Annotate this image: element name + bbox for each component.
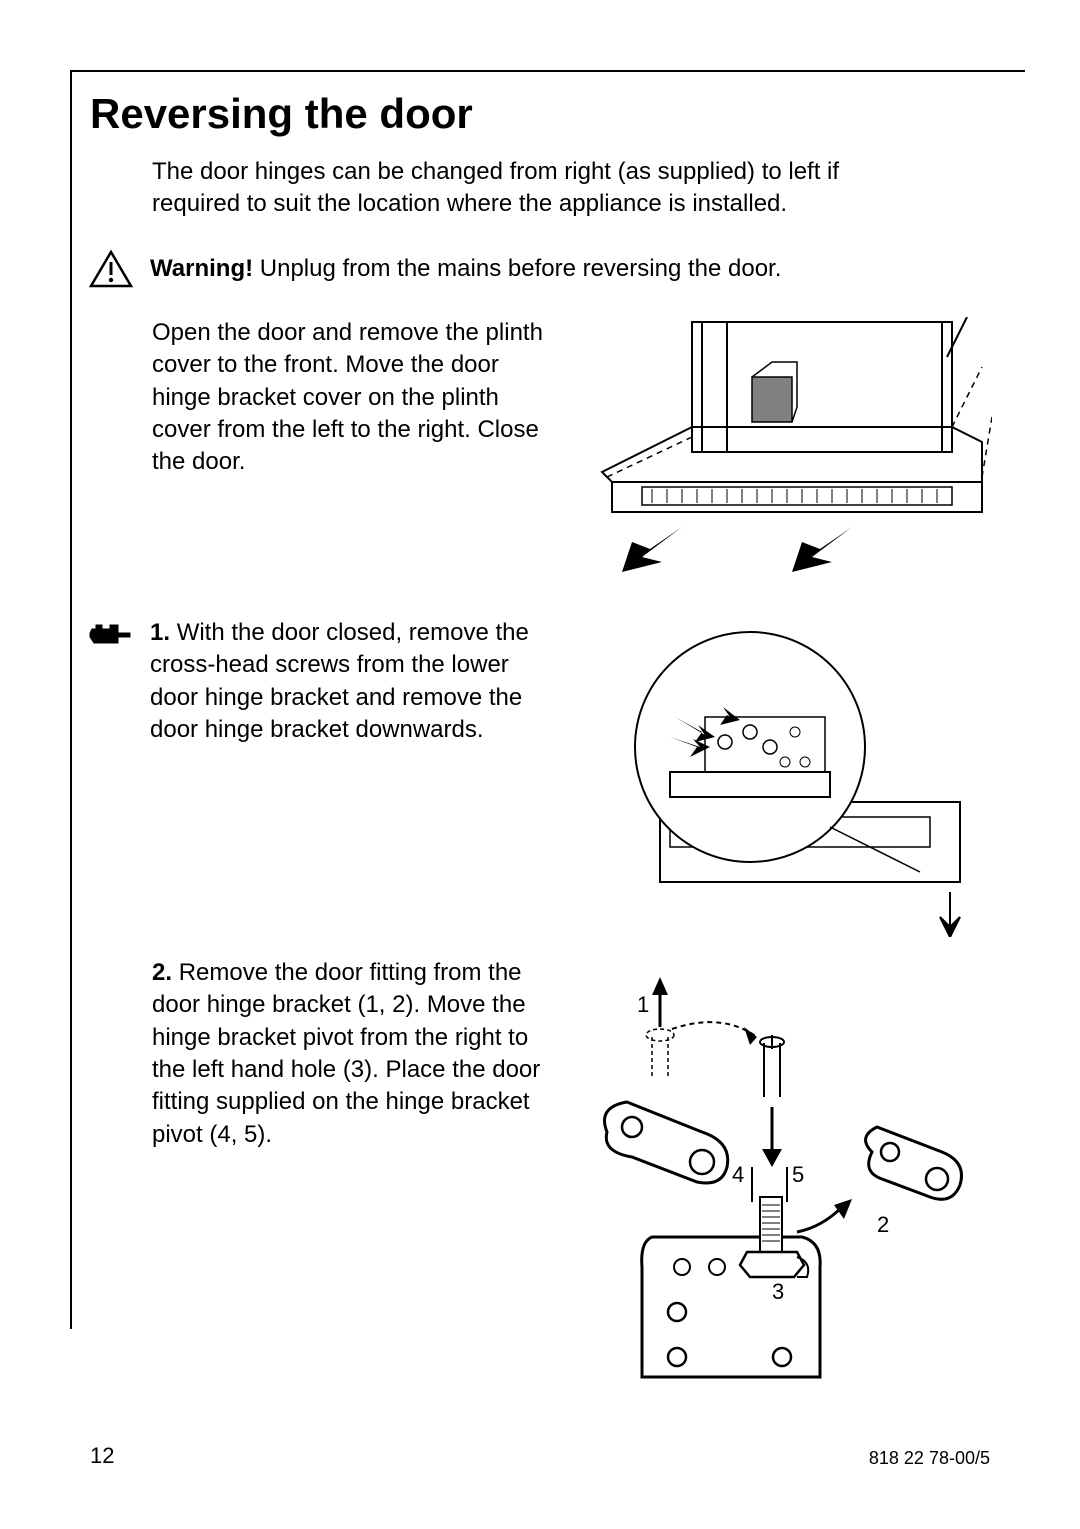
warning-body: Unplug from the mains before reversing t… [253,255,781,282]
figure-2 [570,617,1010,937]
figure-1 [572,317,1010,577]
step-2-text: 2. Remove the door fitting from the door… [152,957,552,1151]
fig3-label-5: 5 [792,1162,804,1187]
intro-paragraph: The door hinges can be changed from righ… [152,156,932,221]
step-1-text: 1. With the door closed, remove the cros… [150,617,550,747]
warning-triangle-icon [88,249,134,289]
step-0-text: Open the door and remove the plinth cove… [152,317,552,479]
page-content: Reversing the door The door hinges can b… [90,90,1010,1407]
figure-3: 1 [572,957,1010,1387]
step-2-number: 2. [152,959,172,986]
step-1-row: 1. With the door closed, remove the cros… [90,617,1010,937]
fig3-label-3: 3 [772,1279,784,1304]
step-2-body: Remove the door fitting from the door hi… [152,959,540,1148]
step-1-number: 1. [150,619,170,646]
warning-text: Warning! Unplug from the mains before re… [150,249,781,285]
warning-label: Warning! [150,255,253,282]
hand-pointer-icon [88,619,134,649]
fig3-label-2: 2 [877,1212,889,1237]
step-2-row: 2. Remove the door fitting from the door… [90,957,1010,1387]
fig3-label-1: 1 [637,992,649,1017]
page-title: Reversing the door [90,90,1010,138]
document-reference: 818 22 78-00/5 [869,1448,990,1469]
warning-row: Warning! Unplug from the mains before re… [90,249,1010,289]
step-1-body: With the door closed, remove the cross-h… [150,619,529,743]
step-0-row: Open the door and remove the plinth cove… [90,317,1010,577]
fig3-label-4: 4 [732,1162,744,1187]
page-number: 12 [90,1443,114,1469]
